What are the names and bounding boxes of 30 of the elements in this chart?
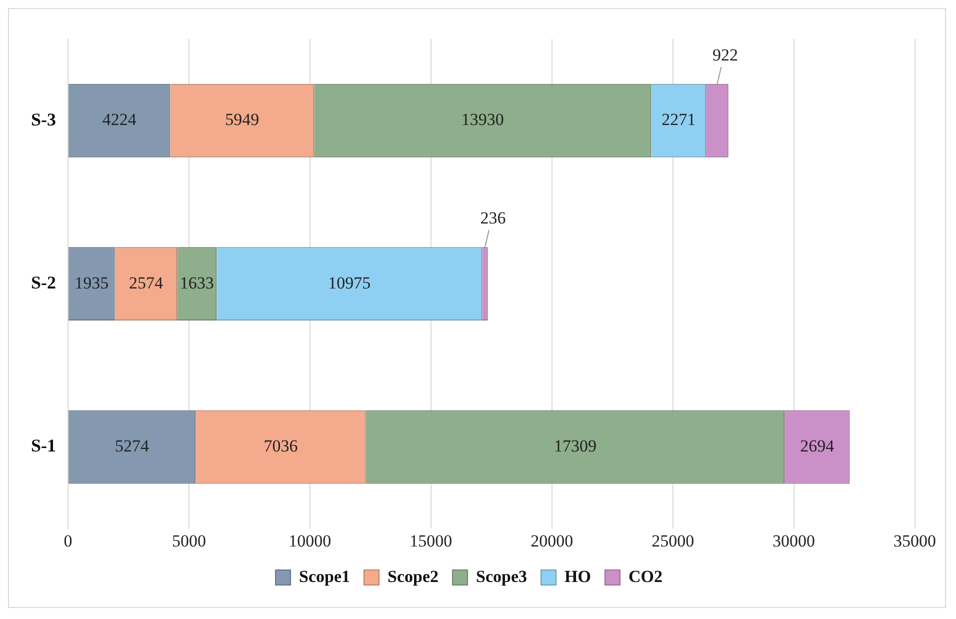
data-label: 5949 [225,110,260,130]
y-tick-label: S-1 [30,436,56,456]
x-tick-label: 35000 [894,531,936,550]
data-label: 2574 [128,273,164,292]
data-label: 2271 [662,110,696,130]
data-label: 10975 [328,273,371,292]
data-label: 1935 [74,273,109,292]
x-tick-label: 5000 [172,531,206,550]
legend-label: Scope3 [476,566,528,586]
x-tick-label: 10000 [288,531,332,550]
data-label: 922 [712,45,738,64]
data-label: 4224 [102,110,137,130]
legend-label: Scope2 [388,566,439,586]
x-tick-label: 20000 [530,531,574,550]
legend-label: Scope1 [299,566,350,586]
data-label: 5274 [115,436,150,456]
data-label: 2694 [800,436,835,456]
data-label: 236 [480,208,506,228]
data-label: 1633 [180,273,214,292]
legend-label: CO2 [628,566,662,586]
data-label: 17309 [554,436,596,456]
data-label: 13930 [461,110,504,130]
x-tick-label: 30000 [772,531,816,550]
x-tick-label: 0 [64,531,72,550]
data-label: 7036 [264,436,298,456]
y-tick-label: S-3 [30,109,56,130]
x-tick-label: 15000 [410,531,452,550]
y-tick-label: S-2 [30,272,56,292]
legend-label: HO [564,566,591,586]
x-tick-label: 25000 [652,531,694,550]
